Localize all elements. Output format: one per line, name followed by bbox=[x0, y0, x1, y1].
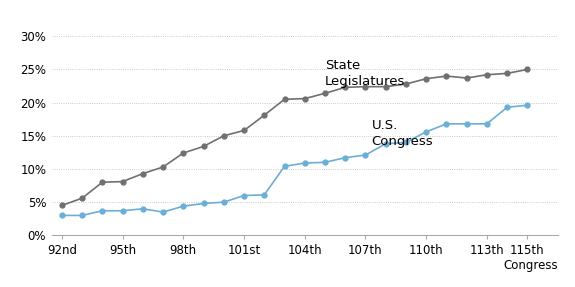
X-axis label: Congress: Congress bbox=[503, 259, 558, 272]
Text: State
Legislatures: State Legislatures bbox=[325, 59, 405, 88]
Text: U.S.
Congress: U.S. Congress bbox=[371, 119, 433, 148]
